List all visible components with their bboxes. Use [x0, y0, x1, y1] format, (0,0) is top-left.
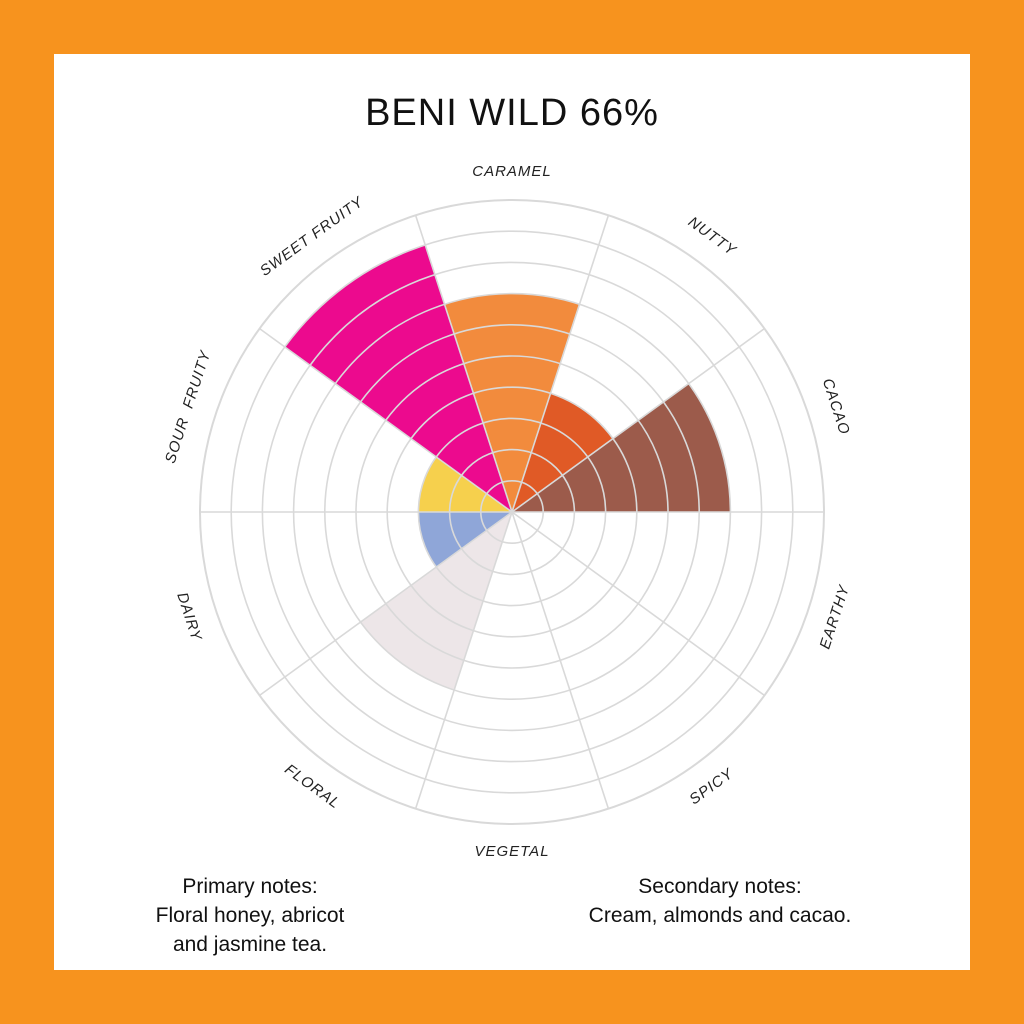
secondary-notes-heading: Secondary notes:	[638, 875, 802, 898]
grid-spoke	[414, 511, 513, 809]
grid-spoke	[511, 511, 610, 809]
category-label: CARAMEL	[472, 163, 552, 180]
secondary-notes-line: Cream, almonds and cacao.	[588, 904, 852, 927]
category-label: VEGETAL	[474, 843, 549, 860]
grid-spoke	[414, 215, 513, 513]
grid-spoke	[511, 215, 610, 513]
sector-nutty	[512, 393, 613, 512]
category-label: DAIRY	[173, 590, 205, 643]
sector-cacao	[512, 383, 731, 512]
grid-spoke	[511, 327, 765, 513]
chart-title: BENI WILD 66%	[365, 92, 659, 134]
primary-notes-heading: Primary notes:	[182, 875, 318, 898]
sector-caramel	[444, 293, 580, 512]
primary-notes-line: Floral honey, abricot	[155, 904, 345, 927]
secondary-notes: Secondary notes: Cream, almonds and caca…	[560, 872, 880, 930]
primary-notes-line: and jasmine tea.	[172, 933, 328, 956]
sector-sweet-fruity	[284, 244, 512, 512]
sector-dairy	[418, 512, 512, 568]
category-label: SPICY	[686, 765, 736, 808]
primary-notes: Primary notes: Floral honey, abricot and…	[100, 872, 400, 959]
category-label: SWEET FRUITY	[257, 193, 367, 279]
grid-spoke	[259, 511, 513, 697]
category-label: EARTHY	[816, 583, 853, 652]
grid-spoke	[511, 511, 765, 697]
grid-spoke	[259, 327, 513, 513]
sector-sour-fruity	[418, 456, 512, 512]
category-label: CACAO	[819, 376, 853, 437]
sector-floral	[360, 512, 512, 691]
category-label: NUTTY	[685, 213, 739, 259]
